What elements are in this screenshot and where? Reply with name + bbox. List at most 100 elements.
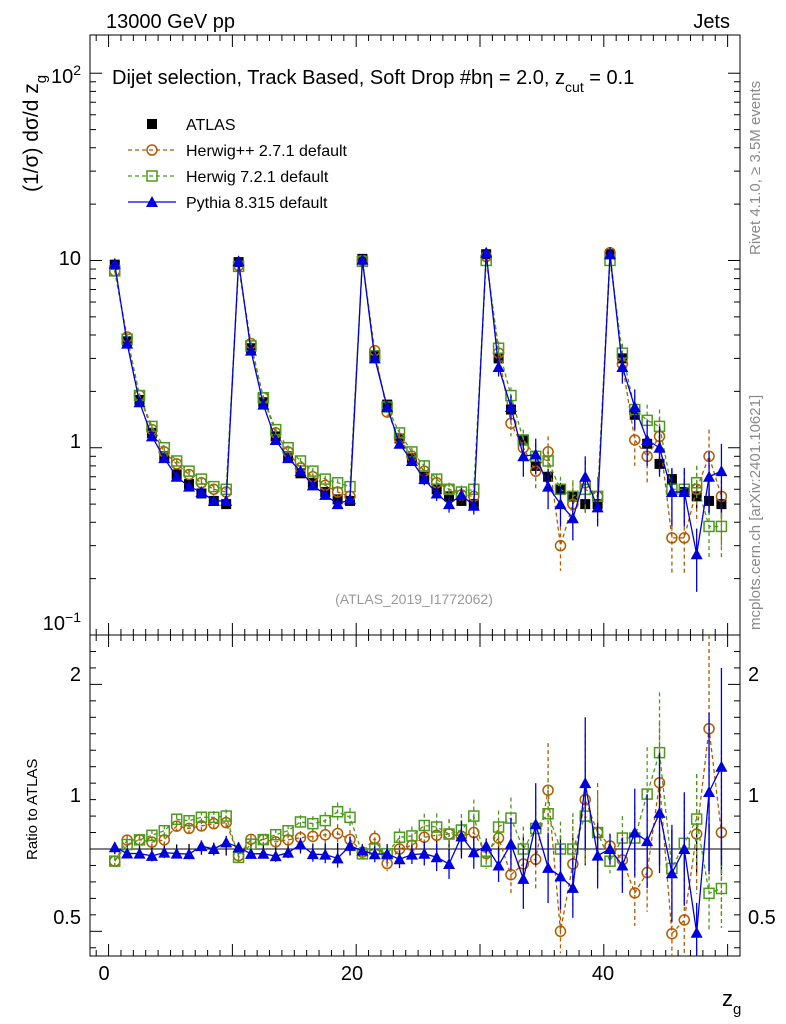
data-point [443, 498, 456, 510]
rivet-label: Rivet 4.1.0, ≥ 3.5M events [747, 81, 764, 255]
data-point [108, 257, 121, 269]
x-axis-label-sub: g [733, 1001, 741, 1018]
ratio-point [467, 846, 480, 858]
data-point [430, 487, 443, 499]
ratio-point [616, 859, 629, 871]
ratio-point [282, 846, 295, 858]
data-point [269, 433, 282, 445]
x-axis-label-main: z [722, 986, 733, 1011]
ratio-point [183, 814, 195, 827]
data-point [418, 460, 431, 472]
data-point [232, 255, 245, 267]
data-point [480, 246, 493, 258]
ratio-point [405, 848, 418, 860]
data-point [133, 396, 146, 408]
data-point [170, 470, 183, 482]
data-point [542, 480, 555, 492]
data-point [517, 450, 530, 462]
ratio-point [566, 881, 579, 893]
ratio-point [368, 848, 381, 860]
data-point [715, 520, 728, 533]
ratio-point [653, 806, 666, 818]
data-point [504, 401, 517, 413]
ratio-panel-series [108, 635, 728, 956]
data-point [195, 473, 208, 485]
data-point [579, 470, 592, 482]
ratio-point [319, 814, 331, 827]
data-point [455, 488, 468, 500]
data-point [492, 360, 505, 372]
axis-ticks [90, 35, 740, 956]
ratio-point [294, 838, 307, 850]
legend: ATLAS Herwig++ 2.7.1 default Herwig 7.2.1 … [128, 117, 348, 212]
ratio-point [170, 820, 183, 832]
ratio-point [331, 852, 344, 864]
ratio-point [430, 851, 443, 863]
ratio-point [207, 843, 220, 854]
data-point [591, 501, 604, 513]
chart-title-tail: η = 2.0, z [482, 67, 565, 89]
ratio-line-1 [114, 728, 723, 936]
ratio-point [468, 810, 480, 822]
ratio-point [554, 925, 567, 938]
ratio-point [183, 848, 196, 860]
ratio-point [480, 855, 492, 867]
ratio-point [133, 847, 146, 859]
ratio-point [145, 849, 158, 861]
ratio-point [146, 829, 158, 842]
ratio-point [232, 851, 245, 864]
ratio-point [542, 807, 554, 820]
data-point [628, 401, 641, 413]
ratio-point [690, 926, 703, 938]
ratio-point [109, 855, 121, 867]
ratio-point [306, 848, 319, 860]
legend-label-2: Herwig 7.2.1 default [186, 169, 329, 186]
data-point [629, 434, 641, 446]
ratio-tick-label-right-1: 1 [748, 785, 759, 807]
y-axis-label-sub: g [33, 75, 50, 83]
ratio-point [133, 834, 146, 846]
ratio-y-axis-label: Ratio to ATLAS [24, 759, 41, 860]
ratio-point [307, 830, 319, 843]
data-point [430, 473, 443, 485]
data-point [418, 473, 431, 485]
ratio-point [108, 841, 121, 853]
ratio-point [629, 887, 641, 899]
ratio-point [715, 760, 728, 772]
data-point [294, 465, 307, 477]
ratio-point [418, 847, 431, 859]
ratio-point [393, 853, 406, 865]
source-label: mcplots.cern.ch [arXiv:2401.10621] [747, 395, 764, 630]
legend-marker-2 [146, 170, 158, 182]
data-point [542, 455, 554, 467]
ratio-point [257, 847, 270, 859]
data-point [121, 337, 134, 349]
data-point [195, 486, 208, 498]
ratio-point [269, 850, 282, 862]
data-point [170, 455, 183, 467]
chart-title: Dijet selection, Track Based, Soft Drop … [112, 67, 634, 95]
ratio-point [703, 786, 716, 798]
data-point [368, 352, 381, 364]
y-axis-label: (1/σ) dσ/d zg [20, 75, 50, 192]
ratio-point [504, 837, 517, 849]
ratio-tick-label-2: 2 [70, 664, 81, 686]
data-point [467, 499, 480, 511]
data-point [554, 539, 567, 552]
ratio-point [331, 827, 344, 840]
data-point [331, 498, 344, 510]
legend-marker-3 [146, 196, 158, 207]
data-point [208, 480, 220, 493]
ratio-point [678, 914, 691, 926]
ratio-point [517, 872, 530, 884]
data-point [616, 360, 629, 372]
data-point [393, 437, 406, 449]
ratio-point [529, 818, 542, 830]
ratio-point [244, 847, 257, 859]
ratio-point [406, 830, 418, 842]
ratio-tick-label-right-0.5: 0.5 [748, 907, 776, 929]
ratio-point [554, 870, 567, 882]
ratio-point [703, 887, 715, 900]
data-point [306, 479, 319, 491]
ratio-point [678, 843, 691, 854]
